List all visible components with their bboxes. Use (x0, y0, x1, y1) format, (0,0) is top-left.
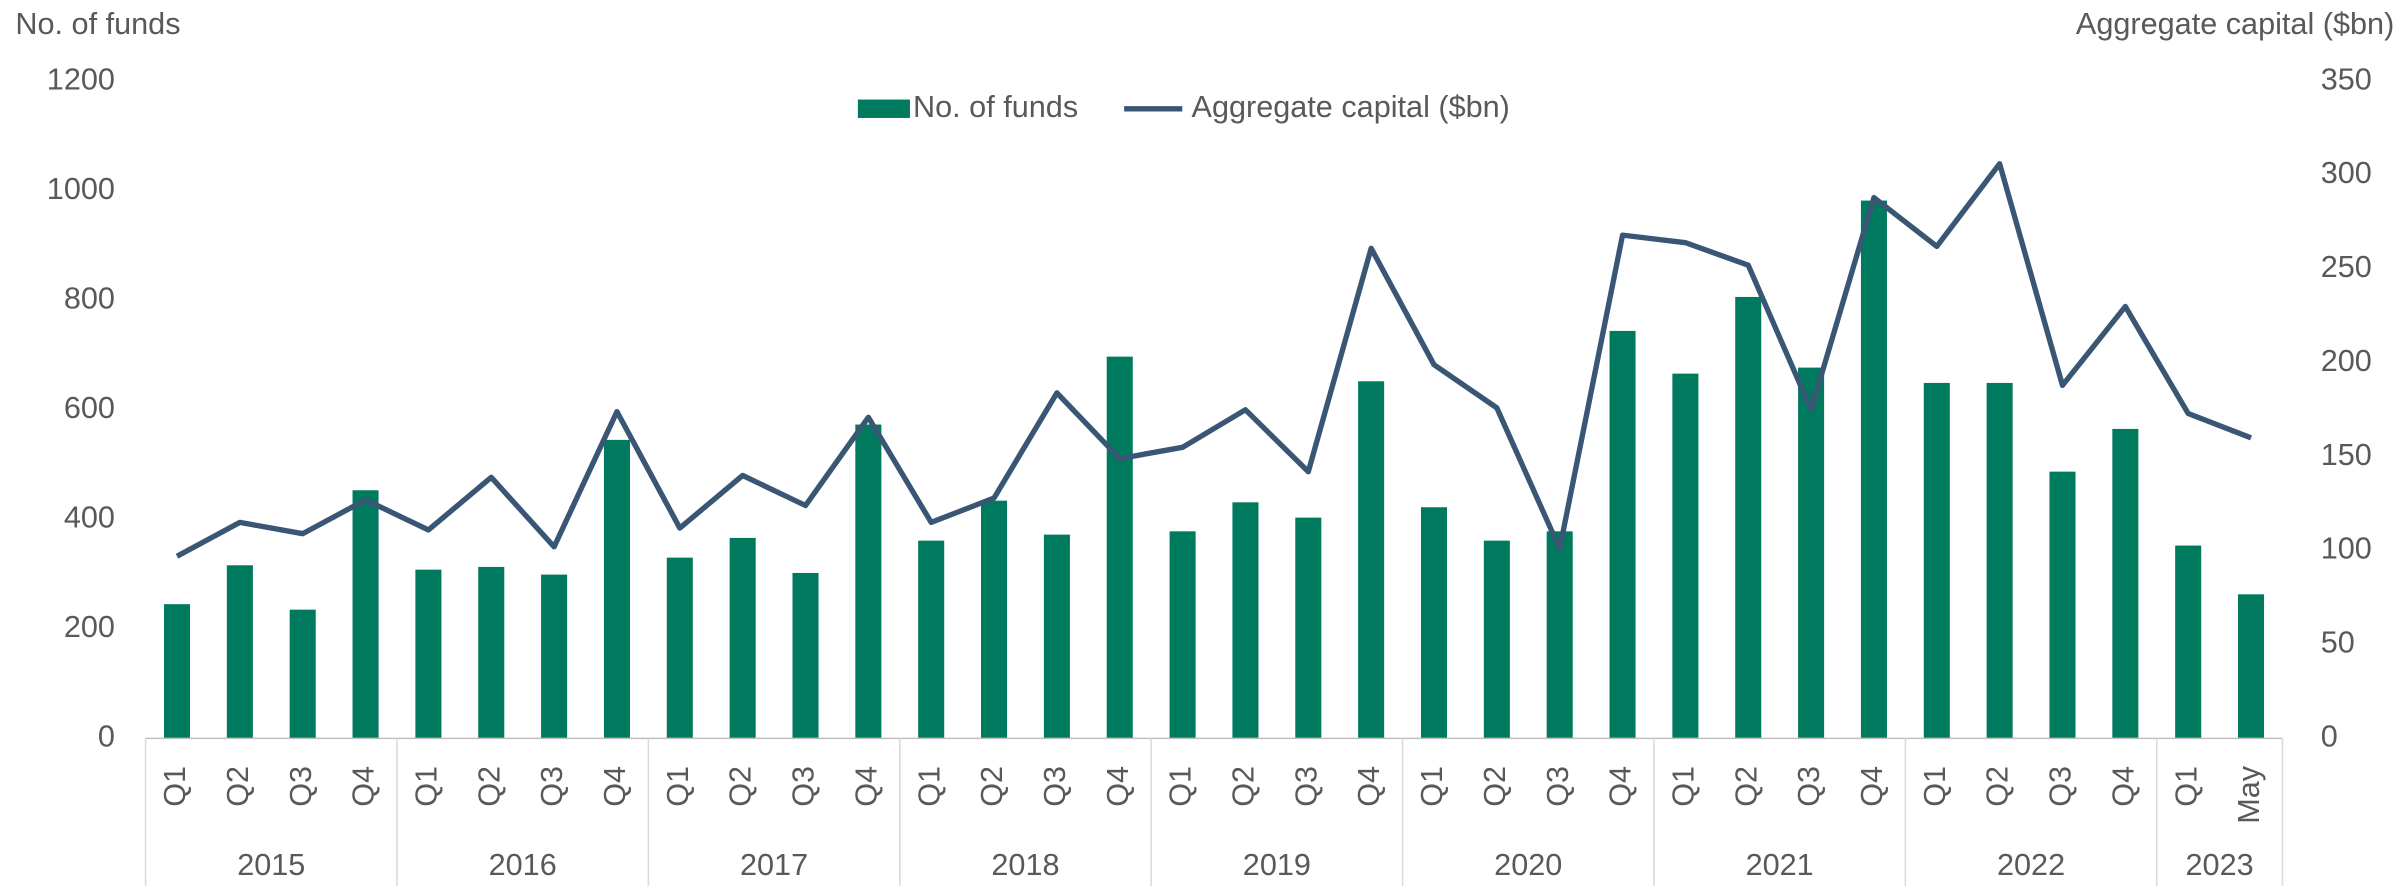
bar (1043, 534, 1070, 739)
x-tick-label: May (2232, 765, 2266, 824)
bar (603, 439, 630, 739)
y2-tick-label: 0 (2321, 719, 2338, 753)
x-tick-label: Q1 (1415, 766, 1449, 807)
y-tick-label: 1000 (47, 172, 115, 206)
x-tick-label: Q3 (535, 766, 569, 807)
bar (2049, 471, 2076, 739)
y2-tick-label: 50 (2321, 626, 2355, 660)
legend-swatch (857, 99, 910, 118)
y2-tick-label: 200 (2321, 344, 2372, 378)
bar (1798, 367, 1825, 739)
y-tick-label: 1200 (47, 62, 115, 96)
x-tick-label: Q1 (912, 766, 946, 807)
x-tick-label: Q3 (1289, 766, 1323, 807)
x-tick-label: Q1 (661, 766, 695, 807)
x-tick-label: Q3 (2044, 766, 2078, 807)
x-tick-label: Q1 (1918, 766, 1952, 807)
bar (478, 566, 505, 739)
bar (1483, 540, 1510, 739)
bar (1860, 200, 1887, 739)
x-tick-label: Q3 (787, 766, 821, 807)
y2-tick-label: 300 (2321, 156, 2372, 190)
bar (2175, 545, 2202, 739)
x-tick-label: Q4 (347, 766, 381, 807)
bar (541, 574, 568, 739)
bar (918, 540, 945, 739)
bar (1232, 502, 1259, 739)
bar (226, 565, 253, 739)
year-label: 2019 (1243, 848, 1311, 882)
y2-tick-label: 350 (2321, 62, 2372, 96)
bar (289, 609, 316, 739)
y-tick-label: 400 (64, 500, 115, 534)
bar (2112, 428, 2139, 739)
x-tick-label: Q2 (221, 766, 255, 807)
bar (1609, 330, 1636, 739)
y-axis-title: No. of funds (15, 7, 180, 41)
bar (1295, 517, 1322, 739)
bar (1923, 382, 1950, 739)
x-tick-label: Q4 (598, 766, 632, 807)
bar (1106, 356, 1133, 739)
y-tick-label: 800 (64, 281, 115, 315)
x-tick-label: Q2 (1981, 766, 2015, 807)
x-tick-label: Q2 (1729, 766, 1763, 807)
year-label: 2015 (237, 848, 305, 882)
x-tick-label: Q4 (1352, 766, 1386, 807)
bar (981, 500, 1008, 739)
bar (1420, 507, 1448, 739)
x-tick-label: Q4 (1101, 766, 1135, 807)
y2-tick-label: 100 (2321, 532, 2372, 566)
bar (352, 490, 379, 739)
bar (163, 604, 191, 739)
bar (1986, 382, 2013, 739)
line (175, 161, 2253, 559)
bar (1546, 531, 1573, 739)
x-tick-label: Q1 (2169, 766, 2203, 807)
year-label: 2017 (740, 848, 808, 882)
year-label: 2020 (1494, 848, 1562, 882)
x-tick-label: Q4 (2106, 766, 2140, 807)
bar (666, 557, 693, 739)
x-tick-label: Q3 (1792, 766, 1826, 807)
y2-tick-label: 250 (2321, 250, 2372, 284)
x-tick-label: Q3 (1038, 766, 1072, 807)
legend-label: Aggregate capital ($bn) (1192, 90, 1510, 124)
legend-label: No. of funds (913, 90, 1078, 124)
year-label: 2016 (489, 848, 557, 882)
year-label: 2023 (2186, 848, 2254, 882)
x-tick-label: Q4 (1855, 766, 1889, 807)
bar (1735, 296, 1762, 739)
y2-tick-label: 150 (2321, 438, 2372, 472)
x-tick-label: Q4 (1604, 766, 1638, 807)
bar (1672, 373, 1699, 739)
x-tick-label: Q1 (158, 766, 192, 807)
year-label: 2021 (1746, 848, 1814, 882)
y-tick-label: 200 (64, 610, 115, 644)
bar (415, 569, 442, 739)
y2-axis-title: Aggregate capital ($bn) (2076, 7, 2394, 41)
x-tick-label: Q1 (409, 766, 443, 807)
bar (729, 537, 756, 739)
x-tick-label: Q4 (849, 766, 883, 807)
y-tick-label: 0 (98, 719, 115, 753)
bar (2238, 594, 2265, 739)
x-tick-label: Q2 (975, 766, 1009, 807)
bar (855, 424, 882, 739)
year-label: 2022 (1997, 848, 2065, 882)
x-tick-label: Q1 (1164, 766, 1198, 807)
y-tick-label: 600 (64, 391, 115, 425)
bar (1358, 381, 1385, 739)
x-tick-label: Q3 (284, 766, 318, 807)
x-tick-label: Q2 (724, 766, 758, 807)
x-tick-label: Q2 (1478, 766, 1512, 807)
x-tick-label: Q1 (1666, 766, 1700, 807)
x-tick-label: Q3 (1541, 766, 1575, 807)
bar (792, 572, 819, 739)
x-tick-label: Q2 (1227, 766, 1261, 807)
year-label: 2018 (991, 848, 1059, 882)
bar (1169, 531, 1196, 739)
x-tick-label: Q2 (472, 766, 506, 807)
